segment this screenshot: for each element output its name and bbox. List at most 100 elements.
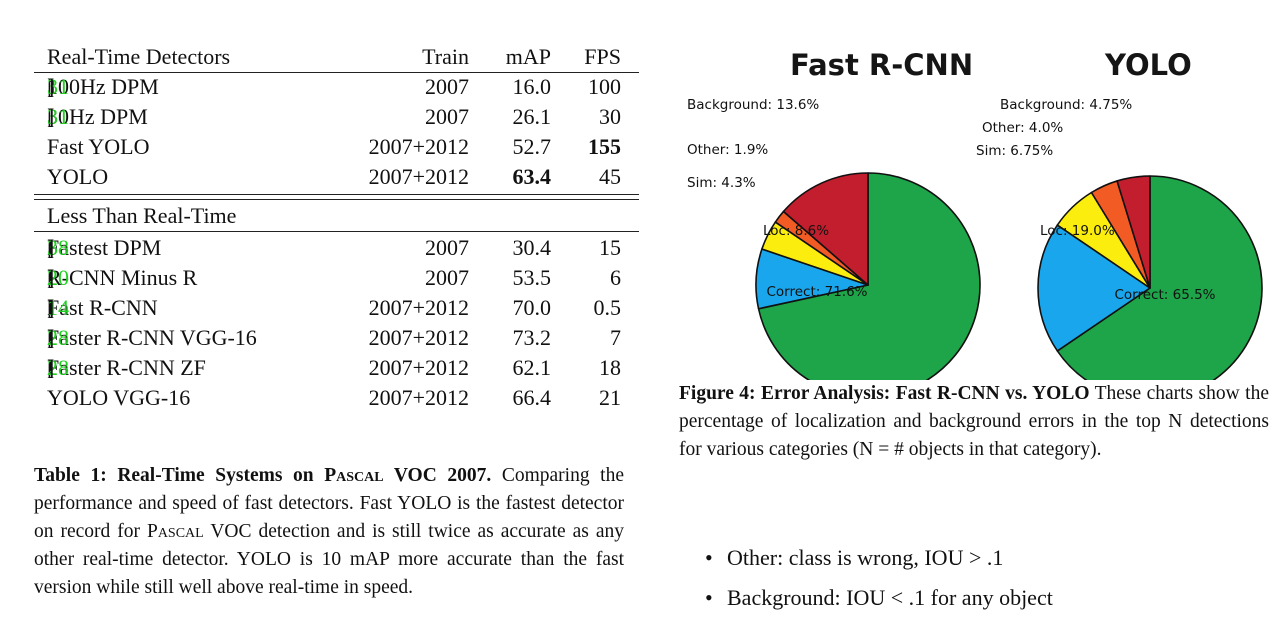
section2-rule bbox=[34, 231, 639, 232]
pie-1 bbox=[1037, 175, 1263, 380]
bullet-item: • Other: class is wrong, IOU > .1 bbox=[705, 538, 1265, 578]
section-title-row: Less Than Real-Time bbox=[34, 201, 639, 231]
fps-cell: 30 bbox=[599, 104, 621, 129]
table-caption-body-1: Comparing the performance and speed of f… bbox=[34, 465, 624, 542]
train-cell: 2007+2012 bbox=[368, 295, 469, 320]
header-train: Train bbox=[422, 44, 469, 69]
ref-bracket: ] bbox=[47, 355, 55, 380]
ref-bracket: ] bbox=[47, 295, 55, 320]
section-rule-bottom bbox=[34, 199, 639, 200]
bullet-icon: • bbox=[705, 585, 713, 610]
pie-charts: Correct: 71.6% Loc: 8.6% Sim: 4.3% Other: 1… bbox=[687, 97, 1263, 380]
ref-bracket: [ bbox=[47, 355, 55, 380]
ref-bracket: [ bbox=[47, 295, 55, 320]
pie-slice-correct bbox=[1056, 175, 1263, 380]
fps-cell: 7 bbox=[610, 325, 621, 350]
detector-name-text: 100Hz DPM bbox=[47, 74, 159, 99]
table-caption: Table 1: Real-Time Systems on Pascal VOC… bbox=[34, 462, 624, 602]
detector-name-text: Fastest DPM bbox=[47, 235, 162, 260]
table-row: Faster R-CNN VGG-16[28] 2007+2012 73.2 7 bbox=[34, 323, 639, 353]
ref-bracket: ] bbox=[47, 74, 55, 99]
chart-title-yolo: YOLO bbox=[1105, 48, 1192, 82]
figure-caption-body: These charts show the percentage of loca… bbox=[679, 383, 1269, 460]
map-cell: 66.4 bbox=[512, 385, 552, 410]
table-row: R-CNN Minus R [20] 2007 53.5 6 bbox=[34, 263, 639, 293]
fps-cell: 18 bbox=[599, 355, 621, 380]
bullet-icon: • bbox=[705, 545, 713, 570]
detector-name-text: YOLO VGG-16 bbox=[47, 385, 191, 410]
train-cell: 2007 bbox=[425, 265, 469, 290]
fps-cell: 21 bbox=[599, 385, 621, 410]
table-row: YOLO VGG-16 2007+2012 66.4 21 bbox=[34, 383, 639, 413]
map-cell: 70.0 bbox=[512, 295, 552, 320]
citation-link[interactable]: 28 bbox=[47, 355, 69, 380]
table-row: 30Hz DPM [31] 2007 26.1 30 bbox=[34, 102, 639, 132]
pie-label-sim: Sim: 4.3% bbox=[687, 175, 756, 191]
bullet-list: • Other: class is wrong, IOU > .1 • Back… bbox=[705, 538, 1265, 618]
figure-caption: Figure 4: Error Analysis: Fast R-CNN vs.… bbox=[679, 380, 1269, 464]
detector-name-text: YOLO bbox=[47, 164, 109, 189]
fps-cell: 0.5 bbox=[593, 295, 622, 320]
citation-link[interactable]: 14 bbox=[47, 295, 69, 320]
table-row: 100Hz DPM [31] 2007 16.0 100 bbox=[34, 72, 639, 102]
section2-title: Less Than Real-Time bbox=[47, 203, 237, 228]
pie-figure: Fast R-CNN YOLO Correct: 71.6% Loc: 8.6% S… bbox=[660, 30, 1285, 380]
detector-name-text: 30Hz DPM bbox=[47, 104, 148, 129]
table-row: Faster R-CNN ZF [28] 2007+2012 62.1 18 bbox=[34, 353, 639, 383]
train-cell: 2007 bbox=[425, 104, 469, 129]
pie-slice-background bbox=[782, 172, 869, 286]
citation-link[interactable]: 31 bbox=[47, 104, 69, 129]
detector-name-text: Faster R-CNN ZF bbox=[47, 355, 206, 380]
fps-cell: 45 bbox=[599, 164, 621, 189]
map-cell: 26.1 bbox=[512, 104, 552, 129]
map-cell: 52.7 bbox=[512, 134, 552, 159]
bullet-text: Background: IOU < .1 for any object bbox=[727, 585, 1053, 610]
ref-bracket: ] bbox=[47, 235, 55, 260]
detector-name-text: Faster R-CNN VGG-16 bbox=[47, 325, 257, 350]
table-row: YOLO 2007+2012 63.4 45 bbox=[34, 162, 639, 192]
header-map: mAP bbox=[505, 44, 551, 69]
ref-bracket: [ bbox=[47, 74, 55, 99]
header-rule bbox=[34, 72, 639, 73]
pie-slice-correct bbox=[757, 172, 981, 380]
table-caption-title-sc: Pascal bbox=[324, 465, 384, 486]
table-caption-title-pre: Real-Time Systems on bbox=[117, 465, 325, 486]
fps-cell: 15 bbox=[599, 235, 621, 260]
pie-0 bbox=[755, 172, 981, 380]
fps-cell: 155 bbox=[588, 134, 621, 159]
pie-label-loc: Loc: 8.6% bbox=[763, 223, 829, 239]
ref-bracket: [ bbox=[47, 104, 55, 129]
train-cell: 2007+2012 bbox=[368, 164, 469, 189]
table-header-row: Real-Time Detectors Train mAP FPS bbox=[34, 42, 639, 72]
pie-slice-loc bbox=[1037, 224, 1151, 352]
table-caption-title: Real-Time Systems on Pascal VOC 2007. bbox=[117, 465, 491, 486]
ref-bracket: ] bbox=[47, 265, 55, 290]
citation-link[interactable]: 28 bbox=[47, 325, 69, 350]
ref-bracket: [ bbox=[47, 265, 55, 290]
pie-label-background: Background: 13.6% bbox=[687, 97, 819, 113]
map-cell: 30.4 bbox=[512, 235, 552, 260]
citation-link[interactable]: 38 bbox=[47, 235, 69, 260]
train-cell: 2007 bbox=[425, 74, 469, 99]
pie-label-background: Background: 4.75% bbox=[1000, 97, 1132, 113]
detector-name-text: R-CNN Minus R bbox=[47, 265, 198, 290]
table-row: Fastest DPM [38] 2007 30.4 15 bbox=[34, 233, 639, 263]
bullet-text: Other: class is wrong, IOU > .1 bbox=[727, 545, 1004, 570]
table-caption-label: Table 1: bbox=[34, 465, 107, 486]
train-cell: 2007+2012 bbox=[368, 325, 469, 350]
citation-link[interactable]: 20 bbox=[47, 265, 69, 290]
table-caption-body-sc: Pascal bbox=[146, 521, 204, 542]
citation-link[interactable]: 31 bbox=[47, 74, 69, 99]
map-cell: 73.2 bbox=[512, 325, 552, 350]
table-row: Fast R-CNN [14] 2007+2012 70.0 0.5 bbox=[34, 293, 639, 323]
ref-bracket: ] bbox=[47, 104, 55, 129]
pie-label-correct: Correct: 71.6% bbox=[767, 284, 868, 300]
ref-bracket: [ bbox=[47, 235, 55, 260]
fps-cell: 100 bbox=[588, 74, 621, 99]
table-row: Fast YOLO 2007+2012 52.7 155 bbox=[34, 132, 639, 162]
figure-caption-title: Error Analysis: Fast R-CNN vs. YOLO bbox=[755, 383, 1090, 404]
pie-label-sim: Sim: 6.75% bbox=[976, 143, 1053, 159]
header-detector: Real-Time Detectors bbox=[47, 44, 231, 69]
figure-caption-label: Figure 4: bbox=[679, 383, 756, 404]
pie-label-correct: Correct: 65.5% bbox=[1115, 287, 1216, 303]
